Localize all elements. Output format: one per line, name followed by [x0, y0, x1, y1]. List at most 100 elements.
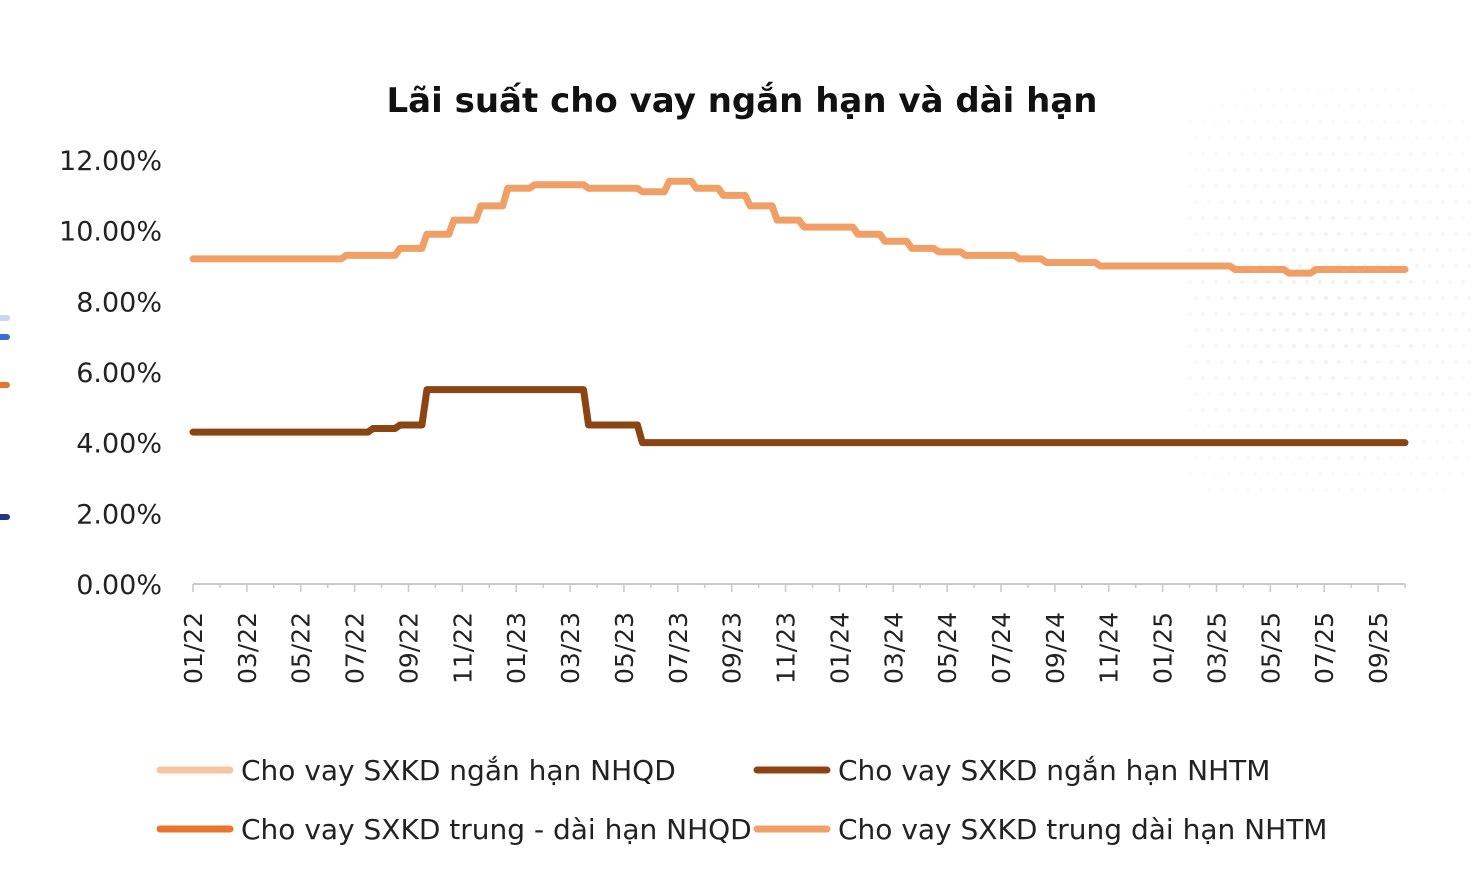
background-dot	[1206, 103, 1212, 109]
background-dot	[1434, 279, 1440, 285]
background-dot	[1453, 455, 1459, 461]
background-dot	[1395, 279, 1401, 285]
background-dot	[1460, 183, 1466, 189]
x-tick-label: 07/23	[664, 612, 693, 684]
legend-label: Cho vay SXKD trung - dài hạn NHQD	[241, 813, 752, 846]
background-dot	[1395, 471, 1401, 477]
background-dot	[1375, 487, 1381, 493]
background-dot	[1401, 359, 1407, 365]
background-dot	[1206, 455, 1212, 461]
background-dot	[1375, 423, 1381, 429]
background-dot	[1291, 343, 1297, 349]
background-dot	[1252, 343, 1258, 349]
background-dot	[1258, 103, 1264, 109]
background-dot	[1330, 151, 1336, 157]
background-dot	[1304, 215, 1310, 221]
background-dot	[1336, 167, 1342, 173]
x-tick-label: 09/23	[718, 612, 747, 684]
background-dot	[1362, 135, 1368, 141]
background-dot	[1291, 215, 1297, 221]
background-dot	[1278, 343, 1284, 349]
background-dot	[1317, 343, 1323, 349]
background-dot	[1382, 87, 1388, 93]
x-tick-label: 03/23	[556, 612, 585, 684]
background-dot	[1317, 215, 1323, 221]
background-dot	[1466, 231, 1472, 237]
background-dot	[1401, 103, 1407, 109]
background-dot	[1336, 103, 1342, 109]
background-dot	[1447, 471, 1453, 477]
background-dot	[1440, 455, 1446, 461]
background-dot	[1193, 199, 1199, 205]
background-dot	[1206, 327, 1212, 333]
background-dot	[1232, 455, 1238, 461]
background-dot	[1239, 343, 1245, 349]
background-dot	[1414, 455, 1420, 461]
background-dot	[1219, 327, 1225, 333]
background-dot	[1460, 439, 1466, 445]
background-dot	[1213, 343, 1219, 349]
background-dot	[1213, 247, 1219, 253]
background-dot	[1200, 471, 1206, 477]
background-dot	[1330, 343, 1336, 349]
background-dot	[1323, 359, 1329, 365]
background-dot	[1395, 215, 1401, 221]
background-dot	[1414, 103, 1420, 109]
background-dot	[1258, 391, 1264, 397]
background-dot	[1200, 151, 1206, 157]
background-dot	[1330, 215, 1336, 221]
background-dot	[1440, 295, 1446, 301]
background-dot	[1271, 199, 1277, 205]
background-dot	[1226, 311, 1232, 317]
background-dot	[1362, 199, 1368, 205]
background-dot	[1388, 359, 1394, 365]
background-dot	[1219, 167, 1225, 173]
background-dot	[1317, 471, 1323, 477]
x-tick-label: 05/22	[287, 612, 316, 684]
background-dot	[1453, 231, 1459, 237]
background-dot	[1434, 183, 1440, 189]
background-dot	[1362, 167, 1368, 173]
background-dot	[1187, 343, 1193, 349]
background-dot	[1453, 359, 1459, 365]
background-dot	[1349, 455, 1355, 461]
background-dot	[1252, 87, 1258, 93]
background-dot	[1193, 231, 1199, 237]
background-dot	[1375, 199, 1381, 205]
background-dot	[1310, 487, 1316, 493]
background-dot	[1388, 327, 1394, 333]
background-dot	[1297, 359, 1303, 365]
background-dot	[1427, 231, 1433, 237]
background-dot	[1187, 119, 1193, 125]
background-dot	[1284, 391, 1290, 397]
background-dot	[1460, 119, 1466, 125]
background-dot	[1421, 151, 1427, 157]
background-dot	[1245, 199, 1251, 205]
background-dot	[1356, 183, 1362, 189]
background-dot	[1213, 471, 1219, 477]
background-dot	[1356, 151, 1362, 157]
background-dot	[1343, 247, 1349, 253]
background-dot	[1356, 375, 1362, 381]
background-dot	[1369, 375, 1375, 381]
background-dot	[1466, 359, 1472, 365]
background-dot	[1239, 87, 1245, 93]
background-dot	[1369, 119, 1375, 125]
background-dot	[1297, 487, 1303, 493]
background-dot	[1271, 487, 1277, 493]
background-dot	[1291, 311, 1297, 317]
background-dot	[1349, 295, 1355, 301]
background-dot	[1310, 295, 1316, 301]
background-dot	[1388, 199, 1394, 205]
background-dot	[1265, 407, 1271, 413]
background-dot	[1206, 359, 1212, 365]
background-dot	[1453, 167, 1459, 173]
background-dot	[1245, 391, 1251, 397]
background-dot	[1219, 455, 1225, 461]
legend-label: Cho vay SXKD ngắn hạn NHQD	[241, 754, 676, 787]
background-dot	[1434, 215, 1440, 221]
background-dot	[1356, 343, 1362, 349]
background-dot	[1408, 183, 1414, 189]
background-dot	[1278, 119, 1284, 125]
